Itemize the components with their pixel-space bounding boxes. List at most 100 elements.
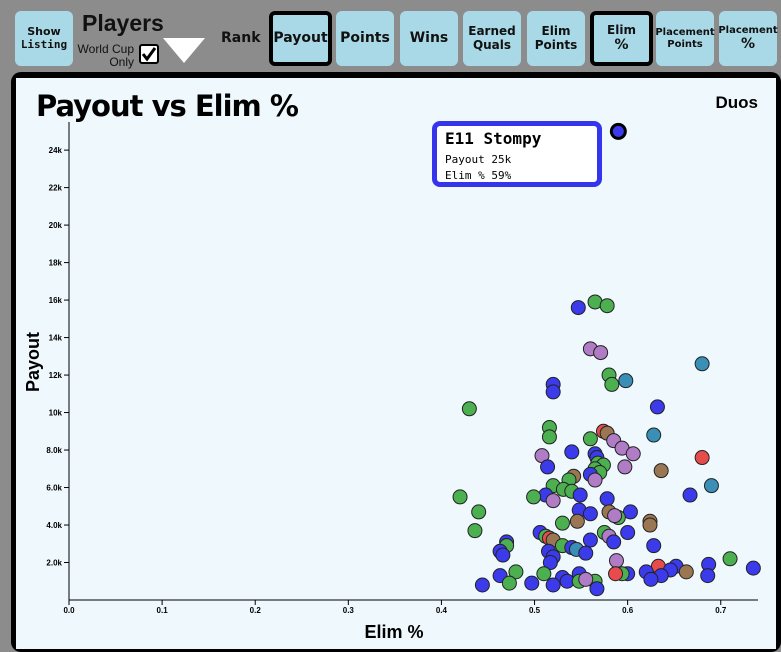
y-tick-label: 14k [49, 334, 63, 343]
rank-label: Rank [221, 30, 261, 46]
payout-button-label: Payout [273, 30, 328, 47]
data-point [682, 487, 698, 503]
earned-quals-label-line1: Earned [468, 23, 516, 38]
data-point [620, 525, 636, 541]
data-point [569, 513, 585, 529]
scatter-chart: Payout vs Elim % Duos 2.0k 4.0k 6.0k 8.0k 10k 1… [23, 89, 761, 642]
world-cup-checkbox[interactable] [139, 44, 159, 64]
data-point [501, 575, 517, 591]
mode-label: Duos [716, 93, 759, 112]
x-axis-label: Elim % [364, 622, 423, 642]
x-tick-label: 0.2 [250, 606, 262, 615]
elim-points-label-line1: Elim [541, 23, 571, 38]
points-button-label: Points [340, 30, 390, 47]
earned-quals-button[interactable]: Earned Quals [463, 11, 521, 66]
data-point [599, 298, 615, 314]
world-cup-label: World Cup Only [77, 43, 134, 69]
y-tick-label: 12k [49, 371, 63, 380]
data-point [582, 532, 598, 548]
world-cup-label-line1: World Cup [77, 42, 134, 56]
y-tick-label: 16k [49, 296, 63, 305]
data-point [508, 564, 524, 580]
data-point [589, 581, 605, 597]
data-point [541, 429, 557, 445]
tooltip-player-name: E11 Stompy [445, 129, 542, 148]
data-point [643, 571, 659, 587]
wins-button[interactable]: Wins [400, 11, 458, 66]
data-point [524, 575, 540, 591]
data-point [467, 523, 483, 539]
data-point [570, 300, 586, 316]
y-tick-label: 6.0k [46, 484, 62, 493]
data-point [646, 538, 662, 554]
data-point [607, 508, 623, 524]
data-point [618, 373, 634, 389]
data-point [461, 401, 477, 417]
elim-percent-button[interactable]: Elim% [590, 11, 653, 66]
data-point [452, 489, 468, 505]
data-point [578, 571, 594, 587]
data-point [564, 444, 580, 460]
elim-percent-label-line1: Elim [607, 22, 636, 37]
y-tick-label: 4.0k [46, 521, 62, 530]
data-point [700, 568, 716, 584]
data-point [495, 547, 511, 563]
placement-percent-button[interactable]: Placement% [718, 11, 778, 66]
x-tick-label: 0.1 [157, 606, 169, 615]
y-tick-label: 10k [49, 409, 63, 418]
data-point [653, 463, 669, 479]
data-point [536, 566, 552, 582]
data-point [587, 472, 603, 488]
data-point [572, 487, 588, 503]
payout-button[interactable]: Payout [269, 11, 332, 66]
placement-points-button[interactable]: Placement Points [655, 11, 715, 66]
x-tick-label: 0.5 [529, 606, 541, 615]
data-point [649, 399, 665, 415]
data-point [545, 384, 561, 400]
data-point [471, 504, 487, 520]
elim-points-button[interactable]: Elim Points [527, 11, 585, 66]
placement-points-label-line1: Placement [655, 27, 715, 38]
y-tick-label: 20k [49, 221, 63, 230]
show-listing-label-line2: Listing [20, 37, 68, 51]
data-point [542, 555, 558, 571]
tooltip-elim: Elim % 59% [445, 169, 512, 182]
data-point [694, 356, 710, 372]
y-tick-label: 8.0k [46, 446, 62, 455]
data-point [582, 506, 598, 522]
data-point [604, 376, 620, 392]
world-cup-label-line2: Only [109, 55, 134, 69]
data-point [545, 577, 561, 593]
chart-area: Payout vs Elim % Duos 2.0k 4.0k 6.0k 8.0k 10k 1… [16, 78, 776, 649]
tooltip-payout: Payout 25k [445, 153, 512, 166]
data-point [625, 446, 641, 462]
y-axis-label: Payout [23, 332, 43, 392]
chart-title: Payout vs Elim % [36, 89, 299, 123]
highlighted-data-point [609, 122, 627, 140]
data-point [545, 493, 561, 509]
show-listing-button[interactable]: Show Listing [15, 11, 73, 66]
data-point [745, 560, 761, 576]
elim-percent-label-line2: % [614, 37, 629, 54]
data-point [593, 345, 609, 361]
data-point [722, 551, 738, 567]
data-point [694, 450, 710, 466]
placement-percent-label-line1: Placement [718, 24, 778, 36]
data-point [554, 515, 570, 531]
player-tooltip: E11 Stompy Payout 25k Elim % 59% [432, 121, 602, 187]
x-tick-label: 0.6 [622, 606, 634, 615]
wins-button-label: Wins [409, 30, 449, 47]
data-point [540, 459, 556, 475]
data-point [608, 553, 624, 569]
data-point [617, 459, 633, 475]
data-point [678, 564, 694, 580]
x-tick-label: 0.4 [436, 606, 448, 615]
placement-percent-label-line2: % [740, 36, 756, 53]
data-point [606, 534, 622, 550]
points-button[interactable]: Points [336, 11, 394, 66]
dropdown-triangle-icon[interactable] [163, 38, 205, 64]
data-point [622, 504, 638, 520]
players-label: Players [82, 10, 164, 36]
data-point [642, 517, 658, 533]
x-tick-label: 0.0 [63, 606, 75, 615]
